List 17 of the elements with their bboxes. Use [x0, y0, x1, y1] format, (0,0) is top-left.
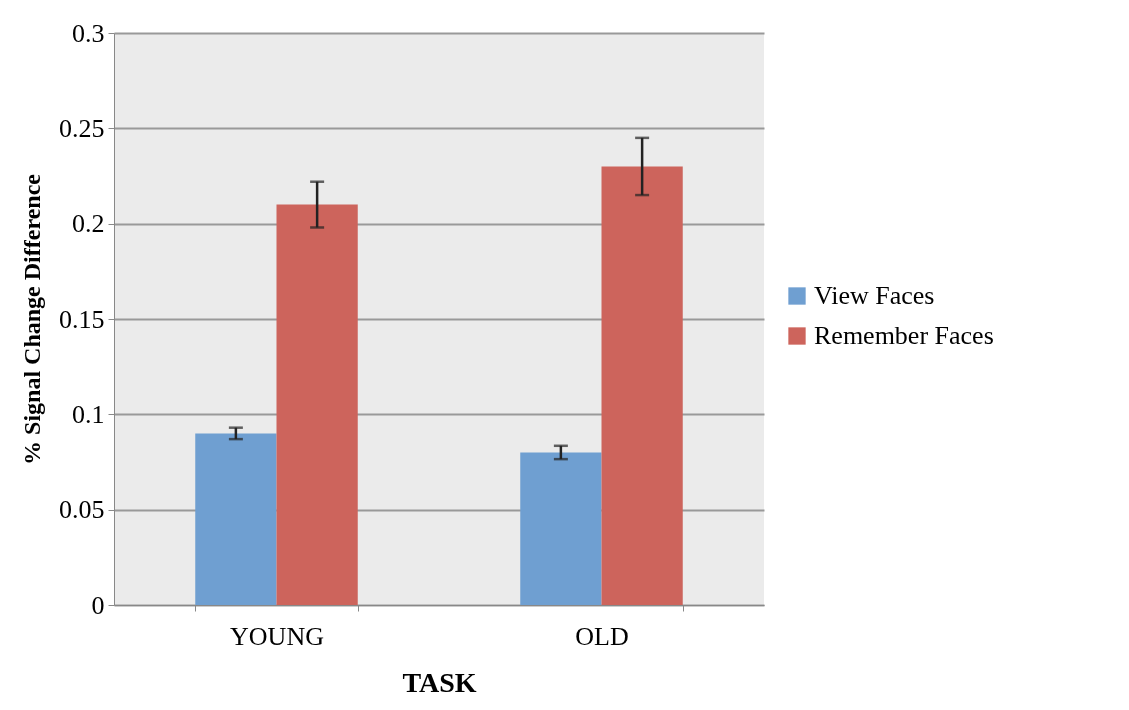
- y-tick-label: 0.15: [59, 304, 105, 334]
- legend-label: Remember Faces: [814, 321, 994, 350]
- y-tick-label: 0: [91, 590, 105, 620]
- y-axis-title: % Signal Change Difference: [19, 173, 45, 465]
- y-tick-label: 0.25: [59, 113, 105, 143]
- y-tick-label: 0.1: [72, 399, 105, 429]
- bar: [601, 166, 683, 605]
- bar: [195, 433, 277, 605]
- bar: [520, 452, 602, 605]
- legend-label: View Faces: [814, 281, 935, 310]
- x-tick-label: YOUNG: [230, 621, 324, 651]
- x-tick-label: OLD: [575, 621, 629, 651]
- bar: [276, 204, 358, 605]
- y-tick-label: 0.3: [72, 18, 105, 48]
- y-tick-label: 0.2: [72, 209, 105, 239]
- y-tick-label: 0.05: [59, 495, 105, 525]
- x-axis-title: TASK: [402, 666, 477, 698]
